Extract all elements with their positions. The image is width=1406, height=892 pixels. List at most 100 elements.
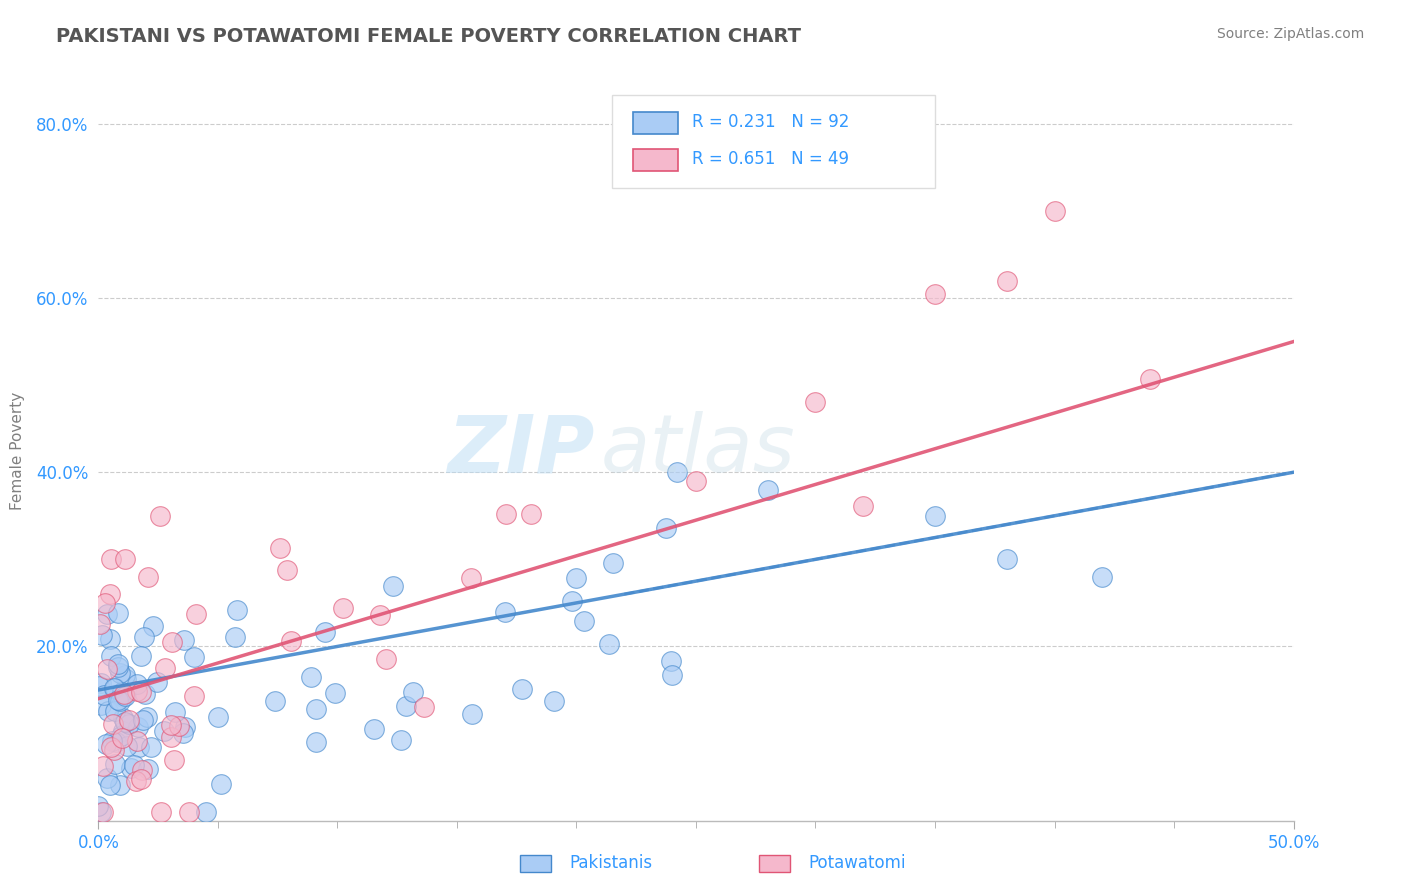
Point [368,607,391,622]
Bar [633,112,678,135]
Point [127,720,149,734]
Point [129,772,152,786]
Point [211,777,233,791]
Point [110,729,132,743]
Point [87,799,110,814]
Point [332,601,354,615]
Point [173,633,195,648]
Point [280,634,302,648]
Text: atlas: atlas [600,411,796,490]
Point [125,774,148,789]
Point [226,603,249,617]
Point [389,733,412,747]
Point [129,649,152,664]
Point [269,541,291,556]
Point [104,757,127,772]
Point [103,681,125,695]
Point [661,667,683,681]
Point [107,657,129,672]
Point [1091,570,1114,584]
Point [103,743,125,757]
Point [494,605,516,619]
Point [510,682,533,697]
Point [108,665,131,680]
Point [363,722,385,736]
Point [276,563,298,577]
Point [461,706,484,721]
Point [153,661,176,675]
Point [108,687,131,701]
Point [152,724,174,739]
Text: R = 0.231   N = 92: R = 0.231 N = 92 [692,112,849,131]
Point [149,508,172,523]
Point [112,687,135,701]
Text: ZIP: ZIP [447,411,595,490]
Point [413,700,436,714]
Point [129,684,152,698]
Point [114,552,136,566]
Point [118,717,141,731]
Point [112,711,135,725]
Point [90,675,112,690]
Point [132,713,155,727]
Point [402,685,425,699]
Point [995,552,1018,566]
Point [146,674,169,689]
Point [96,662,118,676]
Point [91,759,114,773]
Point [98,632,121,646]
Point [112,724,135,739]
Point [224,630,246,644]
Point [561,593,583,607]
Point [173,720,195,734]
Point [107,693,129,707]
Point [264,694,287,708]
Point [139,740,162,755]
Point [111,690,134,705]
Text: Potawatomi: Potawatomi [808,854,905,871]
Point [299,670,322,684]
Point [127,684,149,698]
Point [110,693,132,707]
Point [100,552,122,566]
Point [89,616,111,631]
Point [136,762,159,776]
Point [111,731,134,745]
Point [115,673,138,687]
Point [602,556,624,570]
Point [98,779,121,793]
Point [460,571,482,585]
Bar [633,149,678,171]
Point [160,730,183,744]
Point [101,717,124,731]
Point [160,635,183,649]
Point [520,507,543,521]
Point [142,619,165,633]
Point [114,668,136,682]
Point [995,274,1018,288]
Point [572,614,595,628]
Point [655,520,678,534]
Point [90,698,112,712]
Point [101,734,124,748]
Point [395,698,418,713]
FancyBboxPatch shape [613,95,935,187]
Point [323,686,346,700]
Point [924,508,946,523]
Point [163,753,186,767]
Point [124,758,146,772]
Y-axis label: Female Poverty: Female Poverty [10,392,25,509]
Point [90,628,112,642]
Point [104,704,127,718]
Point [135,709,157,723]
Point [96,771,118,785]
Point [115,739,138,753]
Point [661,654,683,668]
Point [128,740,150,755]
Point [127,733,149,747]
Point [120,761,142,775]
Point [107,606,129,620]
Point [104,681,127,695]
Point [381,579,404,593]
Point [136,570,159,584]
